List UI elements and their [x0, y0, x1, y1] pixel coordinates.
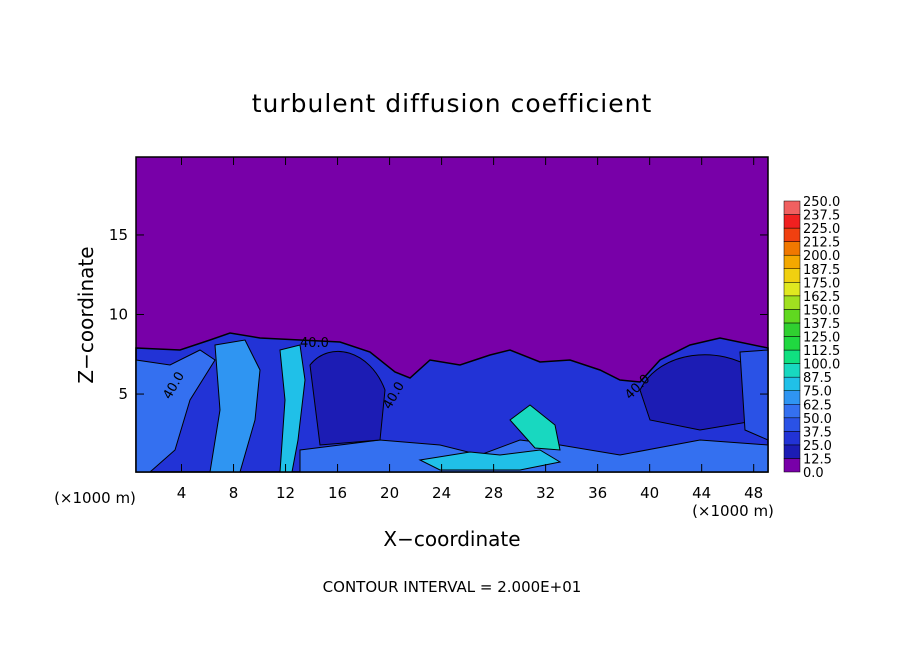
- x-tick-label: 48: [744, 484, 763, 502]
- colorbar-label: 75.0: [803, 385, 832, 400]
- colorbar-segment: [783, 241, 801, 256]
- colorbar-label: 137.5: [803, 317, 840, 332]
- colorbar-segment: [783, 404, 801, 419]
- field-region: [279, 344, 306, 473]
- colorbar-segment: [783, 390, 801, 405]
- x-axis-label: X−coordinate: [383, 527, 520, 551]
- x-tick-label: 8: [229, 484, 239, 502]
- colorbar-label: 162.5: [803, 290, 840, 305]
- footer-note: CONTOUR INTERVAL = 2.000E+01: [323, 578, 582, 596]
- field-region: [509, 404, 561, 451]
- x-tick-label: 44: [692, 484, 711, 502]
- field-region: [418, 449, 562, 471]
- x-unit-label: (×1000 m): [692, 502, 774, 520]
- colorbar-label: 200.0: [803, 249, 840, 264]
- y-tick-label: 15: [109, 226, 128, 244]
- colorbar-label: 175.0: [803, 276, 840, 291]
- colorbar-label: 12.5: [803, 452, 832, 467]
- colorbar-label: 0.0: [803, 466, 824, 481]
- x-tick-label: 32: [536, 484, 555, 502]
- colorbar-segment: [783, 295, 801, 310]
- colorbar-segment: [783, 431, 801, 446]
- colorbar-label: 212.5: [803, 236, 840, 251]
- colorbar-label: 87.5: [803, 371, 832, 386]
- colorbar-segment: [783, 363, 801, 378]
- x-unit-label: (×1000 m): [54, 489, 136, 507]
- x-tick-label: 20: [380, 484, 399, 502]
- colorbar-label: 237.5: [803, 209, 840, 224]
- field: [135, 157, 769, 473]
- colorbar-segment: [783, 322, 801, 337]
- colorbar-label: 100.0: [803, 358, 840, 373]
- colorbar-segment: [783, 227, 801, 242]
- colorbar-segment: [783, 417, 801, 432]
- colorbar-segment: [783, 336, 801, 351]
- colorbar-segment: [783, 254, 801, 269]
- colorbar-segment: [783, 214, 801, 229]
- colorbar-label: 25.0: [803, 439, 832, 454]
- colorbar-label: 250.0: [803, 195, 840, 210]
- colorbar-label: 150.0: [803, 303, 840, 318]
- field-region: [309, 350, 386, 446]
- x-tick-label: 36: [588, 484, 607, 502]
- x-tick-label: 24: [432, 484, 451, 502]
- chart-title: turbulent diffusion coefficient: [252, 89, 653, 118]
- y-axis-label: Z−coordinate: [74, 246, 98, 383]
- colorbar-segment: [783, 349, 801, 364]
- colorbar-label: 225.0: [803, 222, 840, 237]
- colorbar-label: 37.5: [803, 425, 832, 440]
- colorbar-label: 62.5: [803, 398, 832, 413]
- contour-label: 40.0: [300, 336, 329, 351]
- x-tick-label: 16: [328, 484, 347, 502]
- colorbar-segment: [783, 458, 801, 473]
- x-tick-label: 40: [640, 484, 659, 502]
- colorbar-label: 125.0: [803, 331, 840, 346]
- y-tick-label: 5: [118, 385, 128, 403]
- field-region: [209, 339, 261, 473]
- colorbar-segment: [783, 200, 801, 215]
- colorbar-segment: [783, 309, 801, 324]
- colorbar-label: 112.5: [803, 344, 840, 359]
- y-tick-label: 10: [109, 306, 128, 324]
- x-tick-label: 28: [484, 484, 503, 502]
- colorbar-segment: [783, 444, 801, 459]
- colorbar-segment: [783, 268, 801, 283]
- colorbar-segment: [783, 282, 801, 297]
- colorbar-label: 187.5: [803, 263, 840, 278]
- x-tick-label: 12: [276, 484, 295, 502]
- colorbar-label: 50.0: [803, 412, 832, 427]
- x-tick-label: 4: [177, 484, 187, 502]
- colorbar-segment: [783, 376, 801, 391]
